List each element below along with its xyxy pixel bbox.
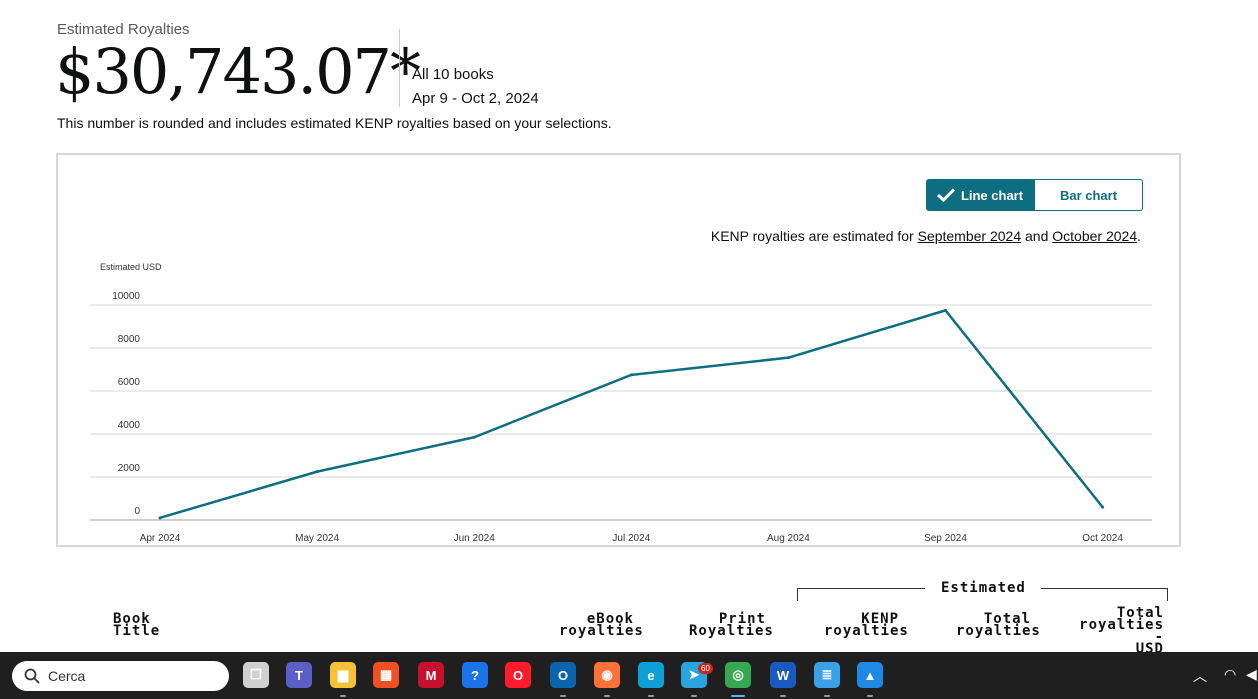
royalties-series-line bbox=[159, 309, 1104, 520]
running-indicator bbox=[604, 695, 610, 697]
y-axis-title: Estimated USD bbox=[100, 262, 162, 272]
column-header-total-royalties[interactable]: Total royalties bbox=[956, 611, 1041, 639]
line-chart-button[interactable]: Line chart bbox=[926, 179, 1034, 211]
summary-label: Estimated Royalties bbox=[57, 21, 190, 38]
running-indicator bbox=[691, 695, 697, 697]
summary-scope: All 10 books Apr 9 - Oct 2, 2024 bbox=[412, 63, 539, 111]
column-header-line: royalties - bbox=[1079, 617, 1164, 645]
kenp-estimate-note: KENP royalties are estimated for Septemb… bbox=[711, 228, 1141, 244]
running-indicator bbox=[780, 695, 786, 697]
x-tick-label: Oct 2024 bbox=[1082, 533, 1123, 544]
column-header-line: Royalties bbox=[689, 623, 774, 639]
column-header-kenp-royalties[interactable]: KENP royalties bbox=[824, 611, 909, 639]
show-hidden-icons-chevron-icon[interactable]: ︿ bbox=[1193, 668, 1207, 684]
windows-taskbar: Cerca ❐ T ▆ ▦ M? O O ◉ e ➤ ◎ W ≣ ▲ 60 ︿ ◠ ◀ bbox=[0, 652, 1258, 699]
data-point bbox=[472, 435, 476, 439]
column-header-line: Print bbox=[718, 611, 766, 627]
y-tick-label: 10000 bbox=[112, 291, 140, 302]
y-tick-label: 0 bbox=[134, 506, 140, 517]
kenp-note-prefix: KENP royalties are estimated for bbox=[710, 228, 918, 244]
estimated-group-bracket-left bbox=[797, 588, 925, 589]
october-2024-link[interactable]: October 2024 bbox=[1052, 228, 1138, 244]
firefox-icon[interactable]: ◉ bbox=[594, 662, 620, 688]
y-tick-label: 4000 bbox=[118, 420, 141, 431]
column-header-line: royalties bbox=[956, 623, 1041, 639]
x-tick-label: Apr 2024 bbox=[140, 533, 181, 544]
running-indicator bbox=[648, 695, 654, 697]
line-chart-label: Line chart bbox=[960, 187, 1024, 203]
column-header-book-title[interactable]: Book Title bbox=[113, 611, 161, 639]
help-icon[interactable]: ? bbox=[462, 662, 488, 688]
estimated-bracket-tick-right bbox=[1167, 588, 1168, 601]
x-tick-label: Sep 2024 bbox=[924, 533, 967, 544]
file-explorer-icon[interactable]: ▆ bbox=[330, 662, 356, 688]
kenp-note-middle: and bbox=[1021, 228, 1053, 244]
column-header-line: KENP bbox=[861, 611, 899, 627]
column-header-total-royalties-usd[interactable]: Total royalties - USD bbox=[1076, 605, 1164, 656]
running-indicator bbox=[560, 695, 566, 697]
column-header-line: royalties bbox=[824, 623, 909, 639]
data-point bbox=[786, 356, 790, 360]
september-2024-link[interactable]: September 2024 bbox=[917, 228, 1022, 244]
estimated-group-label: Estimated bbox=[941, 580, 1026, 596]
estimated-royalties-amount: $30,743.07* bbox=[55, 35, 421, 108]
y-tick-label: 2000 bbox=[118, 463, 141, 474]
estimated-bracket-tick-left bbox=[797, 588, 798, 601]
bar-chart-button[interactable]: Bar chart bbox=[1034, 179, 1143, 211]
date-range: Apr 9 - Oct 2, 2024 bbox=[412, 90, 539, 107]
y-tick-label: 8000 bbox=[118, 334, 141, 345]
outlook-icon[interactable]: O bbox=[550, 662, 576, 688]
column-header-line: eBook bbox=[586, 611, 634, 627]
mcafee-icon[interactable]: M bbox=[418, 662, 444, 688]
taskbar-search-box[interactable]: Cerca bbox=[12, 661, 229, 691]
books-scope: All 10 books bbox=[412, 66, 494, 83]
rounding-note: This number is rounded and includes esti… bbox=[57, 115, 612, 131]
column-header-line: Total bbox=[983, 611, 1031, 627]
column-header-ebook-royalties[interactable]: eBook royalties bbox=[559, 611, 644, 639]
x-tick-label: Jun 2024 bbox=[454, 533, 496, 544]
notepad-icon[interactable]: ≣ bbox=[814, 662, 840, 688]
speaker-icon[interactable]: ◀ bbox=[1246, 666, 1257, 682]
column-header-line: Title bbox=[113, 623, 161, 639]
opera-icon[interactable]: O bbox=[505, 662, 531, 688]
x-tick-label: Jul 2024 bbox=[612, 533, 650, 544]
data-point bbox=[629, 373, 633, 377]
word-icon[interactable]: W bbox=[770, 662, 796, 688]
royalties-line-chart: Estimated USD 0 2000 4000 6000 8000 10000 Apr 2… bbox=[90, 262, 1152, 544]
running-indicator bbox=[340, 695, 346, 697]
taskbar-search-placeholder: Cerca bbox=[48, 668, 86, 684]
column-header-line: Total bbox=[1116, 605, 1164, 621]
wifi-icon[interactable]: ◠ bbox=[1224, 666, 1237, 682]
data-point bbox=[315, 470, 319, 474]
kenp-note-suffix: . bbox=[1137, 228, 1141, 244]
running-indicator bbox=[824, 695, 830, 697]
chrome-icon[interactable]: ◎ bbox=[725, 662, 751, 688]
estimated-group-bracket-right bbox=[1041, 588, 1168, 589]
x-tick-label: Aug 2024 bbox=[767, 533, 810, 544]
photos-icon[interactable]: ▲ bbox=[857, 662, 883, 688]
chart-card: Line chart Bar chart KENP royalties are … bbox=[56, 153, 1181, 547]
search-icon bbox=[24, 668, 40, 684]
running-indicator bbox=[731, 695, 745, 697]
column-header-line: Book bbox=[113, 611, 151, 627]
y-tick-label: 6000 bbox=[118, 377, 141, 388]
data-point bbox=[944, 308, 947, 312]
checkmark-icon bbox=[936, 188, 955, 202]
data-point bbox=[158, 516, 162, 520]
data-point bbox=[1101, 505, 1105, 509]
task-view-icon[interactable]: ❐ bbox=[243, 662, 269, 688]
running-indicator bbox=[867, 695, 873, 697]
telegram-badge: 60 bbox=[698, 663, 713, 674]
column-header-print-royalties[interactable]: Print Royalties bbox=[689, 611, 774, 639]
teams-icon[interactable]: T bbox=[286, 662, 312, 688]
x-tick-label: May 2024 bbox=[295, 533, 339, 544]
column-header-line: royalties bbox=[559, 623, 644, 639]
bar-chart-label: Bar chart bbox=[1059, 187, 1118, 203]
microsoft-store-icon[interactable]: ▦ bbox=[373, 662, 399, 688]
edge-icon[interactable]: e bbox=[638, 662, 664, 688]
chart-type-toggle: Line chart Bar chart bbox=[926, 179, 1143, 211]
summary-divider bbox=[399, 29, 400, 107]
